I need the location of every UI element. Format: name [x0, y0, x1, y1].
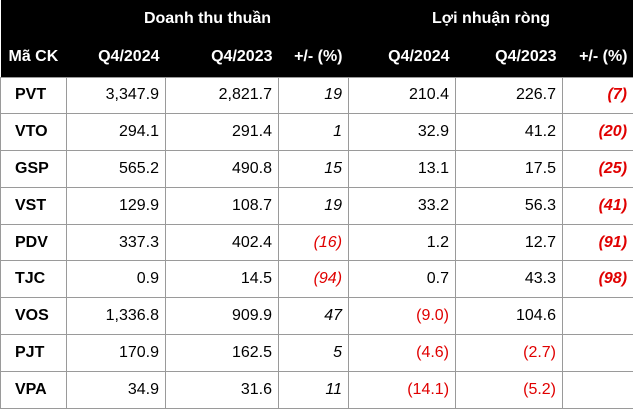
revenue-q4-2024: 34.9 — [67, 371, 166, 408]
profit-change — [563, 371, 633, 408]
stock-code: VST — [1, 187, 67, 224]
header-revenue-q4-2023: Q4/2023 — [166, 37, 279, 77]
stock-code: TJC — [1, 261, 67, 298]
profit-q4-2023: (5.2) — [456, 371, 563, 408]
table-row: PJT 170.9 162.5 5 (4.6) (2.7) — [1, 335, 633, 372]
profit-q4-2023: 226.7 — [456, 77, 563, 114]
profit-q4-2024: 33.2 — [349, 187, 456, 224]
stock-code: PJT — [1, 335, 67, 372]
revenue-change: 19 — [279, 77, 349, 114]
profit-q4-2023: 17.5 — [456, 151, 563, 188]
revenue-change: 11 — [279, 371, 349, 408]
profit-change: (98) — [563, 261, 633, 298]
profit-change — [563, 335, 633, 372]
profit-change: (25) — [563, 151, 633, 188]
profit-q4-2023: 104.6 — [456, 298, 563, 335]
table-header: Doanh thu thuần Lợi nhuận ròng Mã CK Q4/… — [1, 0, 633, 77]
table-row: PVT 3,347.9 2,821.7 19 210.4 226.7 (7) — [1, 77, 633, 114]
revenue-q4-2024: 565.2 — [67, 151, 166, 188]
header-corner — [1, 0, 67, 37]
revenue-q4-2023: 162.5 — [166, 335, 279, 372]
revenue-change: (94) — [279, 261, 349, 298]
table-body: PVT 3,347.9 2,821.7 19 210.4 226.7 (7) V… — [1, 77, 633, 408]
profit-change — [563, 298, 633, 335]
revenue-q4-2023: 31.6 — [166, 371, 279, 408]
profit-q4-2024: 210.4 — [349, 77, 456, 114]
profit-q4-2023: 43.3 — [456, 261, 563, 298]
header-revenue-q4-2024: Q4/2024 — [67, 37, 166, 77]
header-group-row: Doanh thu thuần Lợi nhuận ròng — [1, 0, 633, 37]
profit-change: (20) — [563, 114, 633, 151]
table-row: VPA 34.9 31.6 11 (14.1) (5.2) — [1, 371, 633, 408]
revenue-q4-2024: 294.1 — [67, 114, 166, 151]
stock-code: VTO — [1, 114, 67, 151]
header-profit-q4-2023: Q4/2023 — [456, 37, 563, 77]
revenue-q4-2023: 490.8 — [166, 151, 279, 188]
profit-change: (41) — [563, 187, 633, 224]
revenue-q4-2023: 2,821.7 — [166, 77, 279, 114]
revenue-q4-2024: 129.9 — [67, 187, 166, 224]
profit-q4-2024: 1.2 — [349, 224, 456, 261]
profit-q4-2024: (14.1) — [349, 371, 456, 408]
stock-code: VOS — [1, 298, 67, 335]
revenue-q4-2024: 0.9 — [67, 261, 166, 298]
profit-q4-2023: (2.7) — [456, 335, 563, 372]
revenue-q4-2024: 1,336.8 — [67, 298, 166, 335]
revenue-q4-2024: 337.3 — [67, 224, 166, 261]
header-revenue-change: +/- (%) — [279, 37, 349, 77]
profit-q4-2024: 13.1 — [349, 151, 456, 188]
revenue-q4-2023: 909.9 — [166, 298, 279, 335]
header-group-profit: Lợi nhuận ròng — [349, 0, 633, 37]
profit-q4-2023: 12.7 — [456, 224, 563, 261]
table-row: TJC 0.9 14.5 (94) 0.7 43.3 (98) — [1, 261, 633, 298]
revenue-q4-2023: 108.7 — [166, 187, 279, 224]
revenue-q4-2024: 3,347.9 — [67, 77, 166, 114]
profit-q4-2024: (9.0) — [349, 298, 456, 335]
header-group-revenue: Doanh thu thuần — [67, 0, 349, 37]
header-columns-row: Mã CK Q4/2024 Q4/2023 +/- (%) Q4/2024 Q4… — [1, 37, 633, 77]
table-row: GSP 565.2 490.8 15 13.1 17.5 (25) — [1, 151, 633, 188]
revenue-q4-2023: 402.4 — [166, 224, 279, 261]
profit-q4-2024: (4.6) — [349, 335, 456, 372]
revenue-change: 1 — [279, 114, 349, 151]
revenue-change: 19 — [279, 187, 349, 224]
profit-q4-2023: 56.3 — [456, 187, 563, 224]
stock-code: VPA — [1, 371, 67, 408]
profit-q4-2023: 41.2 — [456, 114, 563, 151]
profit-q4-2024: 32.9 — [349, 114, 456, 151]
revenue-change: 15 — [279, 151, 349, 188]
table-row: VOS 1,336.8 909.9 47 (9.0) 104.6 — [1, 298, 633, 335]
profit-change: (91) — [563, 224, 633, 261]
table-row: VTO 294.1 291.4 1 32.9 41.2 (20) — [1, 114, 633, 151]
table-row: VST 129.9 108.7 19 33.2 56.3 (41) — [1, 187, 633, 224]
profit-change: (7) — [563, 77, 633, 114]
revenue-change: 47 — [279, 298, 349, 335]
profit-q4-2024: 0.7 — [349, 261, 456, 298]
revenue-q4-2023: 291.4 — [166, 114, 279, 151]
header-profit-q4-2024: Q4/2024 — [349, 37, 456, 77]
header-code: Mã CK — [1, 37, 67, 77]
stock-code: PDV — [1, 224, 67, 261]
table-row: PDV 337.3 402.4 (16) 1.2 12.7 (91) — [1, 224, 633, 261]
header-profit-change: +/- (%) — [563, 37, 633, 77]
stock-code: PVT — [1, 77, 67, 114]
revenue-change: (16) — [279, 224, 349, 261]
stock-code: GSP — [1, 151, 67, 188]
revenue-q4-2024: 170.9 — [67, 335, 166, 372]
revenue-change: 5 — [279, 335, 349, 372]
revenue-q4-2023: 14.5 — [166, 261, 279, 298]
